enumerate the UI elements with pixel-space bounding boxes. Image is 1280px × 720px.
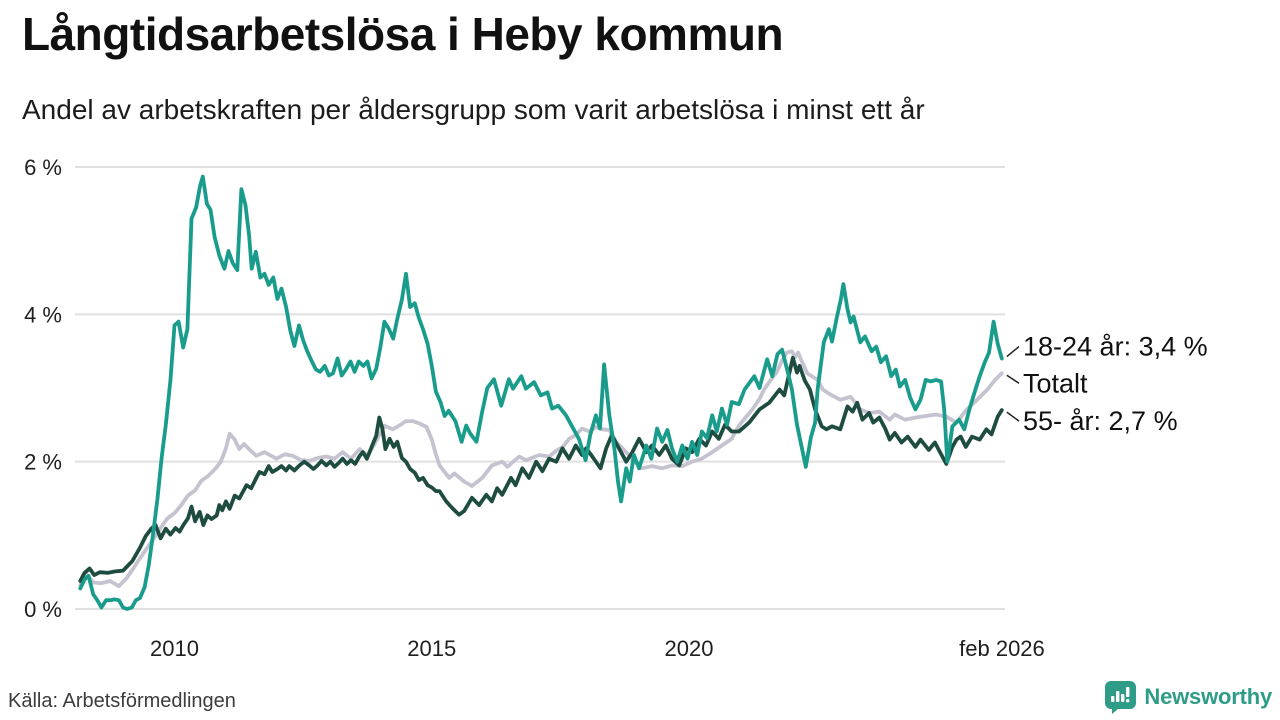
series-end-labels-group: Totalt 55- år: 2,7 % 18-24 år: 3,4 % [1023, 332, 1208, 437]
y-tick-label: 2 % [24, 450, 62, 475]
leader-line-55plus [1006, 411, 1020, 422]
leader-lines-group [1006, 345, 1020, 422]
series-end-label-18-24: 18-24 år: 3,4 % [1023, 332, 1208, 362]
series-group [78, 174, 1004, 611]
series-end-label-totalt: Totalt [1023, 368, 1088, 398]
series-line-totalt [78, 349, 1004, 589]
x-tick-label: 2015 [407, 636, 456, 661]
source-note: Källa: Arbetsförmedlingen [8, 690, 236, 712]
x-tick-label: 2010 [150, 636, 199, 661]
leader-line-18-24 [1006, 345, 1020, 358]
newsworthy-logo-icon [1105, 681, 1137, 714]
y-axis-labels-group: 0 % 2 % 4 % 6 % [24, 155, 62, 622]
brand-name: Newsworthy [1144, 684, 1272, 709]
x-axis-labels-group: 2010 2015 2020 feb 2026 [150, 636, 1045, 661]
x-tick-label: 2020 [665, 636, 714, 661]
series-end-label-55plus: 55- år: 2,7 % [1023, 406, 1178, 436]
series-line-55plus [78, 355, 1004, 583]
y-tick-label: 6 % [24, 155, 62, 180]
series-line-18-24 [78, 174, 1004, 611]
leader-line-totalt [1006, 374, 1020, 384]
brand-logo: Newsworthy [1104, 680, 1272, 714]
chart-title: Långtidsarbetslösa i Heby kommun [22, 8, 784, 60]
y-tick-label: 0 % [24, 597, 62, 622]
page-header: Långtidsarbetslösa i Heby kommun Andel a… [22, 8, 1262, 125]
x-tick-label: feb 2026 [959, 636, 1045, 661]
chart-subtitle: Andel av arbetskraften per åldersgrupp s… [22, 94, 925, 125]
y-tick-label: 4 % [24, 302, 62, 327]
